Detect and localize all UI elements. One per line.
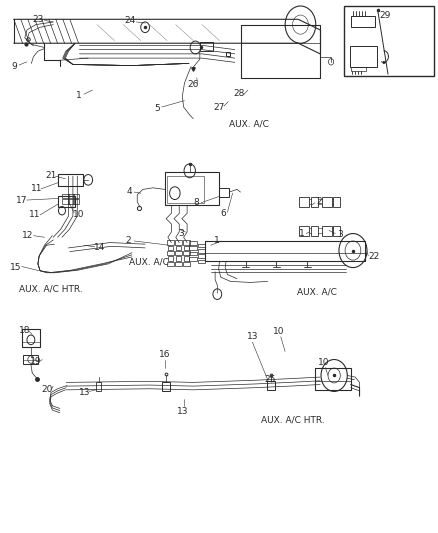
- Text: 27: 27: [213, 102, 225, 111]
- Bar: [310, 226, 317, 236]
- Text: 1: 1: [214, 237, 220, 246]
- Text: 1: 1: [298, 229, 304, 238]
- Text: 8: 8: [194, 198, 199, 207]
- Text: 10: 10: [272, 327, 284, 336]
- Bar: [96, 382, 101, 391]
- Bar: [73, 199, 79, 204]
- Bar: [350, 15, 374, 27]
- Text: 10: 10: [73, 211, 84, 220]
- Bar: [343, 6, 433, 76]
- Text: 13: 13: [246, 332, 258, 341]
- Text: 17: 17: [16, 196, 28, 205]
- Text: 14: 14: [93, 244, 105, 253]
- Bar: [197, 260, 205, 263]
- Bar: [182, 262, 189, 266]
- Text: 20: 20: [41, 385, 52, 394]
- Bar: [298, 197, 308, 207]
- Bar: [188, 257, 196, 261]
- Bar: [182, 240, 189, 245]
- Text: 10: 10: [317, 358, 328, 367]
- Bar: [332, 197, 339, 207]
- Text: AUX. A/C HTR.: AUX. A/C HTR.: [19, 285, 83, 294]
- Text: 2: 2: [316, 197, 321, 206]
- Bar: [166, 262, 173, 266]
- Text: 24: 24: [124, 17, 135, 26]
- Text: 25: 25: [264, 375, 275, 384]
- Bar: [197, 249, 205, 253]
- Bar: [161, 382, 170, 391]
- Text: 9: 9: [11, 62, 17, 70]
- Bar: [175, 246, 180, 250]
- Bar: [332, 226, 339, 236]
- Text: 4: 4: [127, 187, 132, 196]
- Bar: [266, 381, 274, 390]
- Text: AUX. A/C: AUX. A/C: [128, 258, 168, 266]
- Text: 22: 22: [367, 253, 378, 261]
- Bar: [205, 241, 364, 261]
- Bar: [58, 196, 75, 207]
- Bar: [219, 188, 229, 197]
- Text: 6: 6: [219, 209, 226, 218]
- Bar: [183, 256, 188, 261]
- Bar: [62, 199, 68, 204]
- Bar: [166, 176, 204, 203]
- Bar: [310, 197, 317, 207]
- Bar: [174, 262, 181, 266]
- Text: 23: 23: [32, 15, 43, 24]
- Bar: [298, 226, 308, 236]
- Bar: [197, 254, 205, 258]
- Text: 11: 11: [29, 211, 40, 220]
- Bar: [23, 355, 38, 365]
- Text: 13: 13: [176, 407, 187, 416]
- Bar: [183, 246, 188, 250]
- Bar: [188, 241, 196, 245]
- Text: 19: 19: [30, 357, 41, 366]
- Text: 3: 3: [178, 229, 184, 238]
- Bar: [166, 240, 173, 245]
- Bar: [314, 368, 350, 390]
- Bar: [188, 252, 196, 255]
- Text: 16: 16: [159, 350, 170, 359]
- Text: 3: 3: [336, 230, 342, 239]
- Bar: [167, 256, 173, 261]
- Bar: [199, 42, 212, 51]
- Bar: [67, 199, 74, 204]
- Text: AUX. A/C: AUX. A/C: [229, 119, 268, 128]
- Bar: [174, 251, 181, 255]
- Text: 2: 2: [125, 237, 131, 246]
- Text: AUX. A/C HTR.: AUX. A/C HTR.: [261, 415, 324, 424]
- Text: 18: 18: [19, 326, 31, 335]
- Text: 21: 21: [45, 171, 57, 180]
- Bar: [188, 246, 196, 250]
- Bar: [349, 46, 376, 67]
- Bar: [321, 226, 331, 236]
- Bar: [167, 246, 173, 250]
- Bar: [67, 193, 74, 198]
- Bar: [350, 67, 365, 71]
- Text: AUX. A/C: AUX. A/C: [296, 287, 336, 296]
- Bar: [73, 193, 79, 198]
- Text: 28: 28: [233, 89, 244, 98]
- Text: 29: 29: [378, 11, 390, 20]
- Bar: [166, 251, 173, 255]
- Text: 15: 15: [10, 263, 22, 272]
- Bar: [21, 329, 40, 348]
- Text: 5: 5: [154, 103, 160, 112]
- Bar: [182, 251, 189, 255]
- Text: 11: 11: [31, 184, 42, 193]
- Text: 13: 13: [79, 388, 90, 397]
- Text: 12: 12: [22, 231, 33, 240]
- Bar: [58, 174, 82, 185]
- Bar: [321, 197, 331, 207]
- Bar: [174, 240, 181, 245]
- Bar: [62, 193, 68, 198]
- Text: 26: 26: [187, 79, 198, 88]
- Text: 1: 1: [75, 91, 81, 100]
- Bar: [175, 256, 180, 261]
- Bar: [164, 172, 219, 205]
- Bar: [197, 244, 205, 247]
